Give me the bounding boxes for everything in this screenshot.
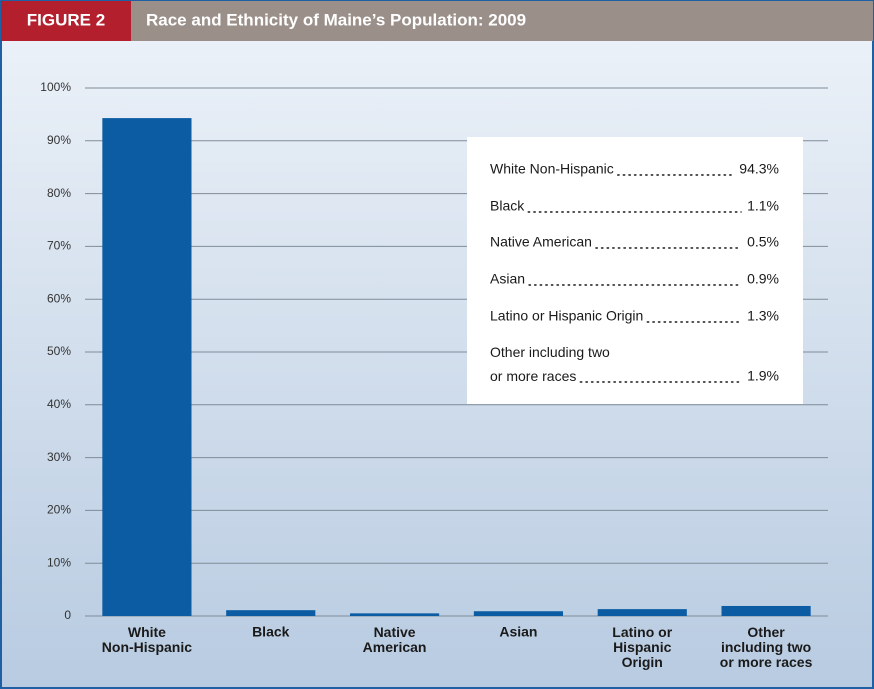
bar [721, 605, 811, 616]
legend-value: 0.9% [747, 271, 779, 287]
y-tick-label: 10% [47, 555, 71, 569]
y-tick-label: 90% [47, 133, 71, 147]
legend-label: Latino or Hispanic Origin [490, 308, 643, 324]
y-tick-label: 70% [47, 239, 71, 253]
chart-title: Race and Ethnicity of Maine’s Population… [146, 10, 526, 29]
legend-label: Other including two or more races [490, 344, 610, 384]
y-tick-label: 100% [40, 80, 71, 94]
x-tick-label: White Non-Hispanic [102, 624, 192, 655]
legend-value: 0.5% [747, 234, 779, 250]
y-tick-label: 40% [47, 397, 71, 411]
x-tick-label: Native American [363, 624, 427, 655]
bar [473, 611, 563, 616]
legend-label: Asian [490, 271, 525, 287]
figure-badge [1, 1, 131, 41]
y-tick-label: 50% [47, 344, 71, 358]
legend-label: Black [490, 198, 525, 214]
bar [102, 118, 192, 616]
y-tick-label: 20% [47, 503, 71, 517]
legend-value: 1.1% [747, 198, 779, 214]
y-tick-label: 30% [47, 450, 71, 464]
x-tick-label: Asian [499, 624, 537, 640]
bar [350, 613, 440, 616]
x-tick-label: Other including two or more races [720, 624, 813, 670]
y-tick-label: 0 [64, 608, 71, 622]
legend-value: 1.3% [747, 308, 779, 324]
y-tick-label: 80% [47, 186, 71, 200]
y-tick-label: 60% [47, 291, 71, 305]
x-tick-label: Latino or Hispanic Origin [612, 624, 672, 670]
figure-label: FIGURE 2 [27, 10, 105, 29]
bar [597, 609, 687, 616]
legend-value: 1.9% [747, 368, 779, 384]
bar [226, 610, 316, 616]
legend-label: Native American [490, 234, 592, 250]
legend-label: White Non-Hispanic [490, 161, 614, 177]
x-tick-label: Black [252, 624, 290, 640]
legend-value: 94.3% [739, 161, 779, 177]
legend-box [467, 137, 803, 404]
title-bar [1, 1, 873, 41]
